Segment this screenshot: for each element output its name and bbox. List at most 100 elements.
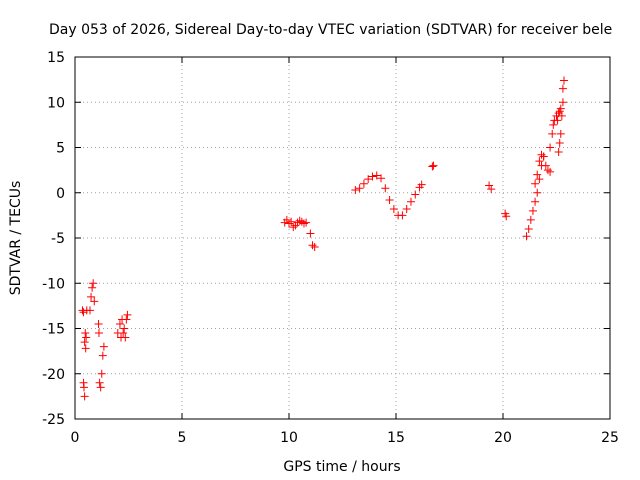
data-point	[524, 224, 533, 233]
axis-ticks: 0 5 10 15 20 25 -25 -20 -15 -10 -5 0 5 10 15	[42, 50, 619, 446]
data-point	[120, 324, 129, 333]
data-point	[96, 383, 105, 392]
data-point	[385, 195, 394, 204]
data-point	[543, 166, 552, 175]
data-point	[546, 143, 555, 152]
y-tick-label: -15	[42, 322, 65, 338]
y-tick-label: 5	[56, 141, 65, 157]
data-point	[121, 333, 130, 342]
y-tick-label: 0	[56, 186, 65, 202]
data-point	[558, 98, 567, 107]
data-point	[531, 179, 540, 188]
data-point	[389, 205, 398, 214]
x-tick-label: 20	[494, 430, 512, 446]
data-point	[548, 129, 557, 138]
data-point	[85, 306, 94, 315]
data-point	[417, 180, 426, 189]
data-point	[79, 308, 88, 317]
y-tick-label: 15	[47, 50, 65, 66]
data-point	[549, 120, 558, 129]
data-point	[487, 185, 496, 194]
chart-title: Day 053 of 2026, Sidereal Day-to-day VTE…	[49, 22, 612, 38]
y-tick-label: -10	[42, 276, 65, 292]
x-tick-label: 10	[280, 430, 298, 446]
data-point	[79, 383, 88, 392]
data-point	[119, 329, 128, 338]
data-point	[306, 229, 315, 238]
data-point	[531, 197, 540, 206]
x-tick-label: 25	[601, 430, 619, 446]
y-tick-label: -25	[42, 412, 65, 428]
data-point	[97, 369, 106, 378]
data-point	[302, 218, 311, 227]
data-point	[297, 217, 306, 226]
data-point	[87, 292, 96, 301]
data-point	[123, 310, 132, 319]
data-point	[364, 175, 373, 184]
data-point	[285, 219, 293, 228]
data-point	[526, 215, 535, 224]
x-axis-label: GPS time / hours	[283, 459, 400, 475]
data-point	[94, 329, 103, 338]
data-point	[95, 378, 104, 387]
y-axis-label: SDTVAR / TECUs	[8, 181, 24, 296]
data-point	[308, 241, 317, 250]
data-point	[533, 170, 542, 179]
data-point	[89, 279, 98, 288]
data-point	[556, 129, 565, 138]
data-point	[502, 212, 511, 221]
y-tick-label: -20	[42, 367, 65, 383]
data-point	[115, 319, 124, 328]
data-point	[541, 161, 550, 170]
data-point	[559, 76, 568, 85]
data-point	[381, 184, 390, 193]
y-tick-label: -5	[51, 231, 65, 247]
x-tick-label: 0	[71, 430, 80, 446]
data-point	[539, 152, 548, 161]
data-point	[299, 219, 308, 228]
data-point	[558, 84, 567, 93]
data-point	[372, 171, 381, 180]
data-point	[80, 338, 89, 347]
data-point	[398, 211, 407, 220]
data-point	[90, 297, 99, 306]
data-point	[533, 188, 542, 197]
data-point	[557, 111, 566, 120]
data-point	[310, 243, 319, 252]
data-point	[94, 319, 103, 328]
y-tick-label: 10	[47, 95, 65, 111]
data-point	[81, 344, 90, 353]
data-point	[122, 315, 131, 324]
data-point	[406, 197, 415, 206]
data-point	[546, 167, 555, 176]
data-point	[99, 342, 108, 351]
data-point	[80, 392, 89, 401]
data-point	[287, 217, 296, 226]
x-tick-label: 5	[178, 430, 187, 446]
data-point	[368, 172, 377, 181]
data-point	[359, 179, 368, 188]
data-point	[282, 215, 291, 224]
data-point	[377, 174, 386, 183]
data-point	[522, 232, 531, 241]
data-point	[293, 218, 302, 227]
grid-lines	[75, 57, 610, 419]
data-point	[556, 104, 565, 113]
data-point	[355, 184, 364, 193]
data-point	[289, 223, 298, 232]
data-point	[553, 116, 562, 125]
data-point	[81, 329, 90, 338]
data-point	[537, 150, 546, 159]
data-point	[428, 162, 437, 171]
data-point	[554, 148, 563, 157]
data-point	[485, 181, 494, 190]
data-point	[88, 283, 97, 292]
data-point	[535, 157, 544, 166]
data-point	[429, 161, 438, 170]
data-point	[402, 205, 411, 214]
data-point	[351, 186, 360, 195]
data-points	[78, 76, 568, 401]
data-point	[528, 206, 537, 215]
data-point	[555, 138, 564, 147]
